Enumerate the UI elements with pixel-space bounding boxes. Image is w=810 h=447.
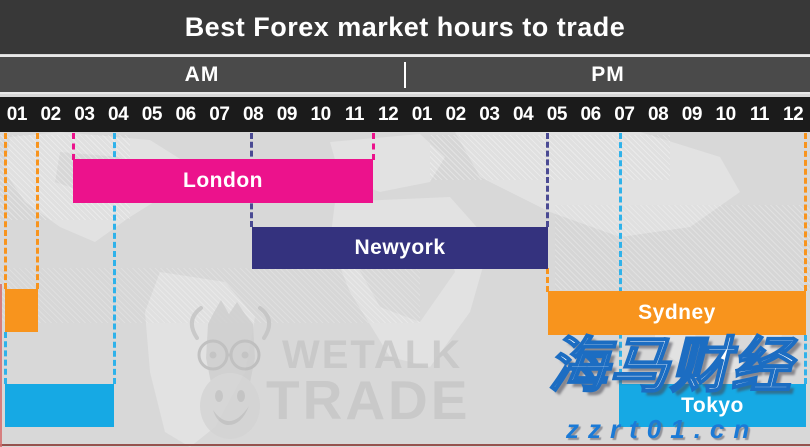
hour-tick: 09 bbox=[681, 103, 703, 125]
tokyo-start-dash bbox=[619, 133, 622, 384]
left-edge-line bbox=[0, 284, 2, 447]
hour-tick: 10 bbox=[310, 103, 332, 125]
ampm-row: AM PM bbox=[0, 55, 810, 94]
session-bar-tokyo: Tokyo bbox=[619, 384, 806, 427]
hatch-pattern bbox=[555, 205, 810, 290]
hour-tick: 03 bbox=[74, 103, 95, 125]
brand-watermark-line2: TRADE bbox=[266, 369, 471, 431]
hour-tick: 06 bbox=[175, 103, 197, 125]
london-end-dash bbox=[372, 133, 375, 160]
hour-tick: 08 bbox=[648, 103, 669, 125]
hour-tick: 04 bbox=[513, 103, 534, 125]
hour-tick: 01 bbox=[6, 103, 28, 125]
tokyo-wrap-start-dash bbox=[4, 332, 7, 384]
sydney-wrap-end-dash bbox=[36, 133, 39, 289]
session-bar-sydney: Sydney bbox=[548, 291, 806, 335]
hour-tick: 09 bbox=[276, 103, 298, 125]
hour-tick: 07 bbox=[614, 103, 635, 125]
hour-tick: 05 bbox=[141, 103, 163, 125]
hour-tick: 11 bbox=[344, 103, 365, 125]
hour-tick: 04 bbox=[108, 103, 129, 125]
sydney-edge-dash bbox=[804, 133, 807, 291]
tokyo-edge-dash bbox=[804, 335, 807, 384]
session-label-tokyo: Tokyo bbox=[681, 393, 744, 417]
session-label-london: London bbox=[183, 169, 263, 192]
hour-tick: 03 bbox=[479, 103, 500, 125]
hour-tick: 02 bbox=[445, 103, 467, 125]
hatch-pattern bbox=[430, 135, 670, 180]
hour-tick: 11 bbox=[749, 103, 770, 125]
session-bar-tokyo-wrap bbox=[5, 384, 114, 427]
sydney-start-dash bbox=[546, 268, 549, 292]
session-bar-sydney-wrap bbox=[5, 289, 38, 332]
hour-tick: 01 bbox=[411, 103, 433, 125]
sydney-wrap-start-dash bbox=[4, 133, 7, 289]
hour-tick: 10 bbox=[715, 103, 737, 125]
session-bar-london: London bbox=[73, 159, 373, 203]
hour-tick: 12 bbox=[378, 103, 399, 125]
hour-tick: 12 bbox=[783, 103, 804, 125]
bottom-edge-line bbox=[0, 444, 810, 446]
hour-tick: 05 bbox=[546, 103, 568, 125]
ampm-divider bbox=[404, 61, 406, 88]
session-label-newyork: Newyork bbox=[354, 236, 446, 259]
am-label: AM bbox=[184, 62, 220, 86]
brand-watermark-line1: WETALK bbox=[282, 333, 463, 377]
hour-tick: 07 bbox=[209, 103, 230, 125]
session-bar-newyork: Newyork bbox=[252, 227, 548, 269]
page-title: Best Forex market hours to trade bbox=[184, 11, 626, 42]
hour-tick: 08 bbox=[243, 103, 264, 125]
newyork-end-dash bbox=[546, 133, 549, 227]
tokyo-wrap-end-dash bbox=[113, 133, 116, 384]
hour-tick: 02 bbox=[40, 103, 62, 125]
pm-label: PM bbox=[591, 62, 625, 86]
bull-mascot-icon bbox=[189, 300, 272, 439]
hour-tick: 06 bbox=[580, 103, 602, 125]
session-label-sydney: Sydney bbox=[638, 301, 716, 324]
london-start-dash bbox=[72, 133, 75, 160]
title-bar: Best Forex market hours to trade bbox=[0, 0, 810, 54]
hours-axis: 01 02 03 04 05 06 07 08 09 10 11 12 01 02 03 04 05 06 07 08… bbox=[0, 97, 810, 132]
